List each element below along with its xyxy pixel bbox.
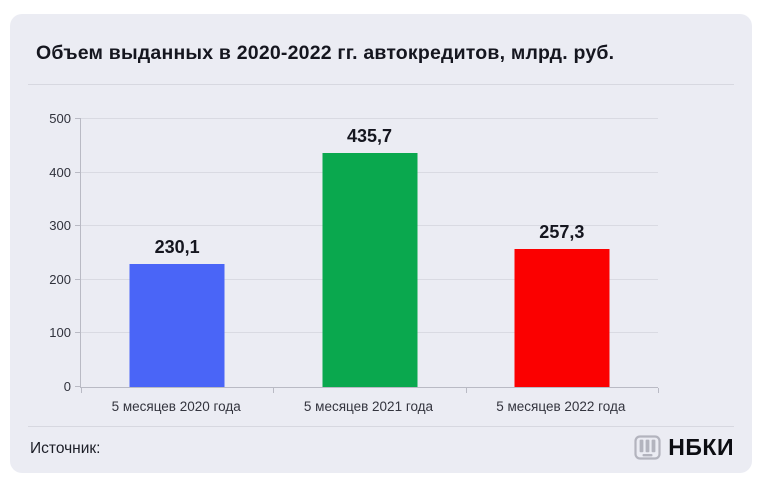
y-axis-label: 0 [63,379,71,394]
y-tick-mark [75,386,81,387]
y-axis-label: 100 [49,325,71,341]
x-axis-label: 5 месяцев 2022 года [496,399,626,414]
x-tick-mark [658,388,659,393]
chart-title: Объем выданных в 2020-2022 гг. автокреди… [36,42,615,64]
y-axis-label: 500 [49,111,71,126]
bar-chart: 0 100 200 300 400 500 230,1 435,7 257,3 5 месяце… [10,84,752,426]
x-tick-mark [273,388,275,393]
nbki-logo: НБКИ [634,435,734,460]
chart-card: Объем выданных в 2020-2022 гг. автокреди… [10,14,752,473]
y-tick-mark [75,278,81,280]
x-tick-mark [81,388,82,393]
y-axis-label: 300 [49,218,71,234]
source-label: Источник: [30,440,101,457]
bar-value-label: 230,1 [154,236,200,257]
y-axis-label: 200 [49,271,71,287]
x-axis-label: 5 месяцев 2020 года [111,399,241,414]
footer-divider [28,426,734,427]
nbki-logo-text: НБКИ [668,434,734,460]
y-axis-label: 400 [49,164,71,180]
y-tick-mark [75,171,81,173]
plot-area: 0 100 200 300 400 500 230,1 435,7 257,3 [49,112,659,393]
title-divider [28,84,734,85]
y-tick-mark [75,118,81,119]
nbki-columns-icon [634,435,661,460]
x-axis-label: 5 месяцев 2021 года [303,399,434,414]
x-axis-labels: 5 месяцев 2020 года 5 месяцев 2021 года 5 … [80,399,657,414]
x-tick-mark [465,388,467,393]
bar-value-label: 257,3 [539,222,585,243]
y-tick-mark [75,332,81,334]
y-tick-mark [75,225,81,227]
bar [514,249,610,387]
gridline [81,118,658,119]
bar [322,153,417,387]
bar [129,263,225,387]
bar-value-label: 435,7 [346,126,393,147]
